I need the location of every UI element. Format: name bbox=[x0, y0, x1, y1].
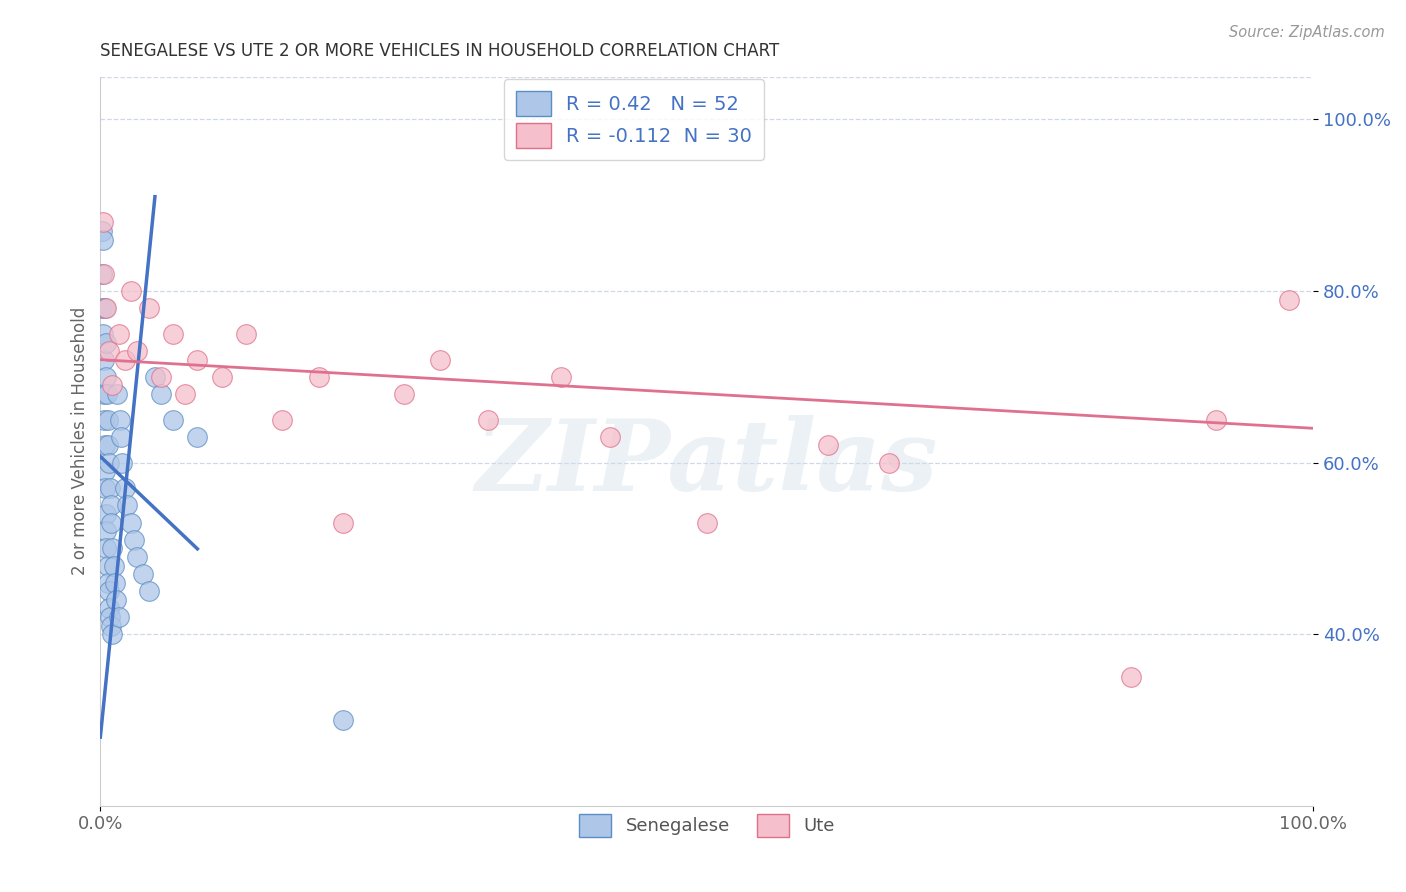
Point bbox=[96, 335, 118, 350]
Point bbox=[96, 369, 118, 384]
Point bbox=[90, 267, 112, 281]
Point bbox=[143, 369, 166, 384]
Point bbox=[120, 516, 142, 530]
Point bbox=[93, 352, 115, 367]
Point bbox=[696, 516, 718, 530]
Point bbox=[235, 326, 257, 341]
Point bbox=[120, 284, 142, 298]
Point bbox=[111, 456, 134, 470]
Point bbox=[392, 387, 415, 401]
Text: SENEGALESE VS UTE 2 OR MORE VEHICLES IN HOUSEHOLD CORRELATION CHART: SENEGALESE VS UTE 2 OR MORE VEHICLES IN … bbox=[100, 42, 779, 60]
Point bbox=[100, 618, 122, 632]
Point bbox=[114, 481, 136, 495]
Point bbox=[97, 438, 120, 452]
Point bbox=[550, 369, 572, 384]
Point bbox=[96, 524, 118, 539]
Point bbox=[817, 438, 839, 452]
Point bbox=[93, 438, 115, 452]
Point bbox=[101, 541, 124, 556]
Point bbox=[124, 533, 146, 547]
Point bbox=[98, 610, 121, 624]
Point bbox=[94, 507, 117, 521]
Point bbox=[104, 575, 127, 590]
Point bbox=[308, 369, 330, 384]
Point bbox=[91, 326, 114, 341]
Point bbox=[132, 567, 155, 582]
Point bbox=[91, 215, 114, 229]
Point bbox=[96, 541, 118, 556]
Point bbox=[107, 326, 129, 341]
Point bbox=[91, 301, 114, 316]
Point bbox=[105, 592, 128, 607]
Text: ZIPatlas: ZIPatlas bbox=[475, 415, 938, 511]
Point bbox=[211, 369, 233, 384]
Point bbox=[93, 267, 115, 281]
Point bbox=[186, 352, 208, 367]
Point bbox=[97, 344, 120, 359]
Point bbox=[96, 387, 118, 401]
Point bbox=[101, 378, 124, 392]
Point bbox=[1278, 293, 1301, 307]
Point bbox=[477, 413, 499, 427]
Legend: Senegalese, Ute: Senegalese, Ute bbox=[571, 806, 842, 844]
Point bbox=[96, 301, 118, 316]
Point bbox=[105, 387, 128, 401]
Point bbox=[91, 233, 114, 247]
Point bbox=[162, 413, 184, 427]
Point bbox=[107, 610, 129, 624]
Point bbox=[97, 558, 120, 573]
Point bbox=[162, 326, 184, 341]
Point bbox=[150, 387, 173, 401]
Point bbox=[1121, 670, 1143, 684]
Point bbox=[108, 413, 131, 427]
Point bbox=[138, 301, 160, 316]
Point bbox=[114, 352, 136, 367]
Point bbox=[100, 516, 122, 530]
Point bbox=[1205, 413, 1227, 427]
Point bbox=[94, 481, 117, 495]
Y-axis label: 2 or more Vehicles in Household: 2 or more Vehicles in Household bbox=[72, 307, 89, 575]
Point bbox=[97, 575, 120, 590]
Point bbox=[877, 456, 900, 470]
Point bbox=[110, 430, 132, 444]
Point bbox=[93, 413, 115, 427]
Point bbox=[271, 413, 294, 427]
Point bbox=[97, 456, 120, 470]
Point bbox=[186, 430, 208, 444]
Point bbox=[90, 224, 112, 238]
Point bbox=[125, 549, 148, 564]
Point bbox=[332, 516, 354, 530]
Text: Source: ZipAtlas.com: Source: ZipAtlas.com bbox=[1229, 25, 1385, 40]
Point bbox=[429, 352, 451, 367]
Point bbox=[125, 344, 148, 359]
Point bbox=[103, 558, 125, 573]
Point bbox=[94, 464, 117, 478]
Point bbox=[174, 387, 197, 401]
Point bbox=[599, 430, 621, 444]
Point bbox=[150, 369, 173, 384]
Point bbox=[332, 713, 354, 727]
Point bbox=[115, 499, 138, 513]
Point bbox=[93, 387, 115, 401]
Point bbox=[100, 499, 122, 513]
Point bbox=[97, 584, 120, 599]
Point bbox=[138, 584, 160, 599]
Point bbox=[94, 301, 117, 316]
Point bbox=[98, 481, 121, 495]
Point bbox=[97, 413, 120, 427]
Point bbox=[97, 601, 120, 615]
Point bbox=[101, 627, 124, 641]
